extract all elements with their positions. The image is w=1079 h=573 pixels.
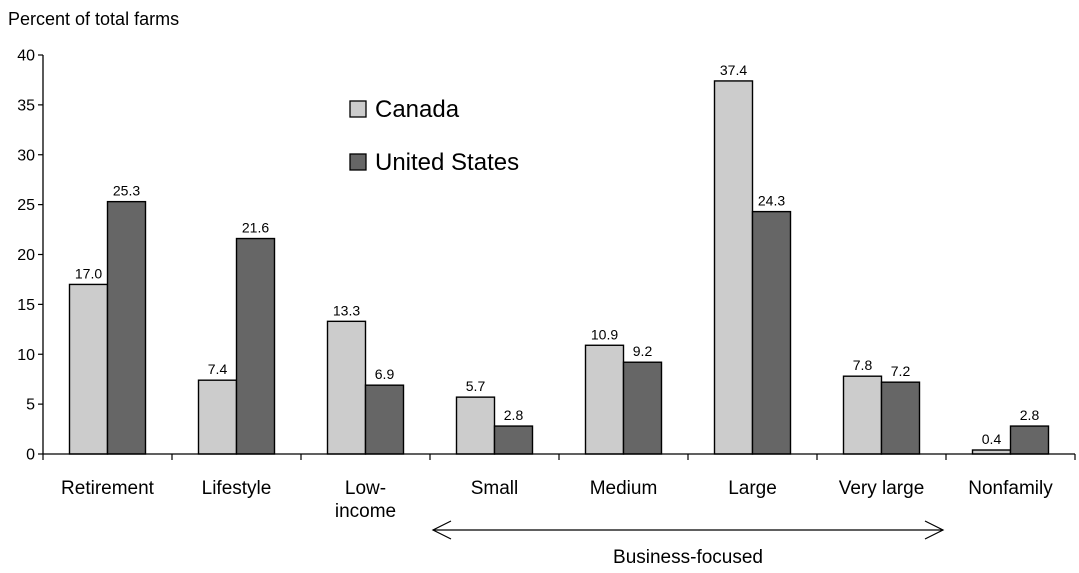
bar-united-states-retirement [106, 200, 147, 455]
data-label-united-states: 2.8 [504, 407, 524, 423]
bar-united-states-medium [622, 361, 663, 455]
data-label-canada: 0.4 [982, 431, 1002, 447]
bar-canada-lifestyle [197, 379, 238, 455]
data-label-canada: 37.4 [720, 62, 747, 78]
data-label-canada: 13.3 [333, 302, 360, 318]
y-tick-label: 25 [17, 197, 35, 214]
y-tick-label: 20 [17, 247, 35, 264]
legend-swatch-united-states [349, 153, 367, 171]
data-label-canada: 7.8 [853, 357, 873, 373]
data-label-united-states: 6.9 [375, 366, 395, 382]
arrow-right-head [924, 520, 945, 540]
y-tick-label: 15 [17, 297, 35, 314]
business-focused-annotation: Business-focused [431, 520, 945, 568]
bar-canada-large [713, 80, 754, 455]
arrow-left-head [431, 520, 452, 540]
data-label-canada: 10.9 [591, 326, 618, 342]
x-category-label: Nonfamily [968, 478, 1053, 499]
y-tick-label: 30 [17, 147, 35, 164]
y-tick-label: 40 [17, 48, 35, 65]
bar-canada-low-income [326, 320, 367, 455]
legend-swatch-canada [349, 100, 367, 118]
legend-label-united-states: United States [375, 149, 519, 176]
bar-canada-small [455, 396, 496, 455]
y-tick-label: 0 [26, 447, 35, 464]
legend: Canada United States [349, 96, 519, 176]
bar-united-states-low-income [364, 384, 405, 455]
data-label-united-states: 7.2 [891, 363, 911, 379]
bar-united-states-very-large [880, 381, 921, 455]
data-label-united-states: 9.2 [633, 343, 653, 359]
bar-united-states-small [493, 425, 534, 455]
data-label-canada: 5.7 [466, 378, 486, 394]
y-tick-label: 35 [17, 97, 35, 114]
x-category-label: Retirement [61, 478, 155, 499]
data-label-canada: 7.4 [208, 361, 228, 377]
bar-canada-very-large [842, 375, 883, 455]
x-category-label: Small [471, 478, 519, 499]
bar-united-states-nonfamily [1009, 425, 1050, 455]
data-label-canada: 17.0 [75, 265, 102, 281]
data-label-united-states: 25.3 [113, 183, 140, 199]
x-category-label: Low- [345, 478, 386, 499]
data-label-united-states: 24.3 [758, 193, 785, 209]
bar-united-states-lifestyle [235, 237, 276, 455]
x-category-label: Medium [590, 478, 658, 499]
bar-canada-retirement [68, 283, 109, 455]
data-label-united-states: 21.6 [242, 220, 269, 236]
bar-canada-medium [584, 344, 625, 455]
x-category-label: Large [728, 478, 777, 499]
x-category-label: Lifestyle [202, 478, 272, 499]
y-axis-title: Percent of total farms [8, 9, 179, 29]
x-category-label: income [335, 501, 396, 522]
legend-label-canada: Canada [375, 96, 460, 123]
data-label-united-states: 2.8 [1020, 407, 1040, 423]
y-tick-label: 10 [17, 347, 35, 364]
x-category-label: Very large [839, 478, 925, 499]
business-focused-label: Business-focused [613, 547, 763, 568]
bar-united-states-large [751, 210, 792, 455]
y-tick-label: 5 [26, 397, 35, 414]
